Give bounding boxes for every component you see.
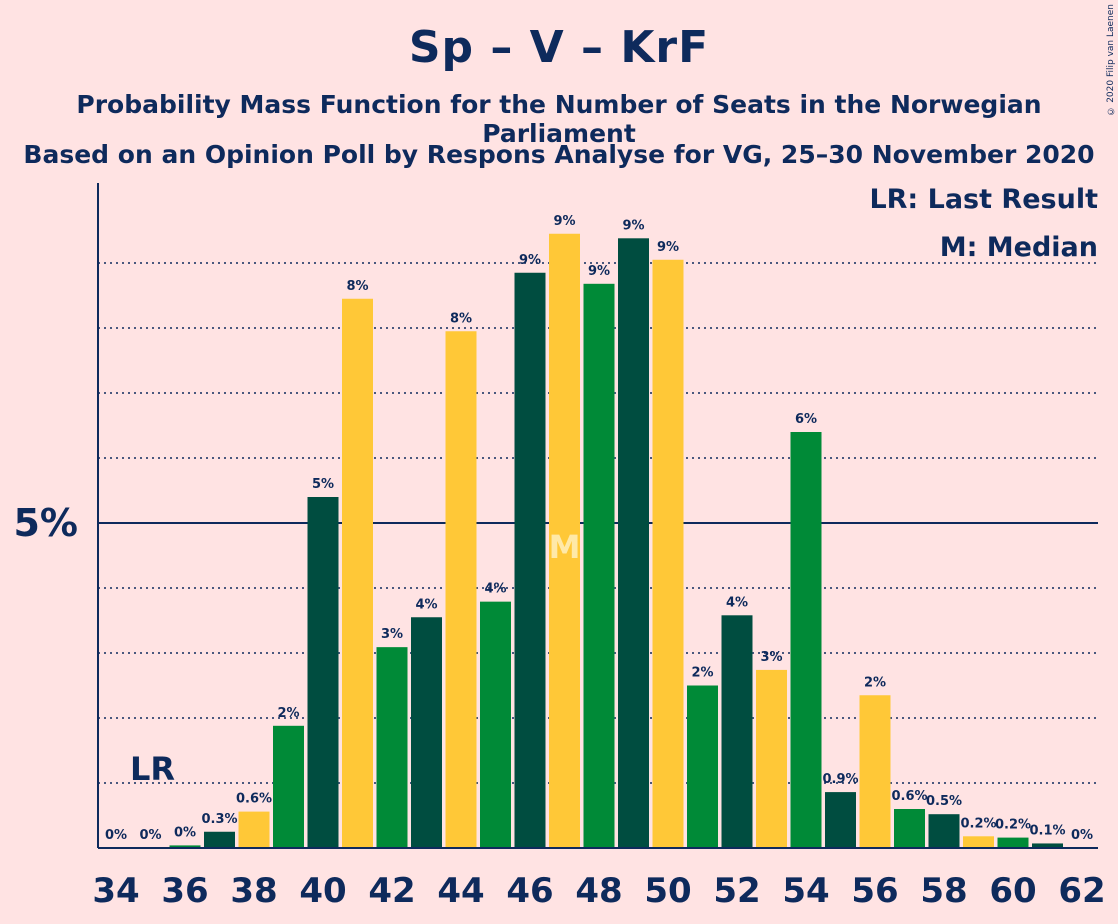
median-marker: M: [549, 528, 581, 566]
legend-last-result: LR: Last Result: [869, 184, 1098, 215]
bar-value-label: 2%: [864, 675, 886, 690]
bar: [445, 331, 477, 848]
bar: [894, 809, 925, 848]
y-tick-label: 5%: [13, 501, 78, 545]
x-tick-label: 52: [713, 871, 760, 911]
bar: [307, 497, 339, 848]
x-tick-label: 38: [230, 871, 277, 911]
bar: [859, 695, 891, 848]
bar-value-label: 3%: [760, 650, 782, 665]
chart-subtitle-source: Based on an Opinion Poll by Respons Anal…: [23, 140, 1095, 169]
bar-value-label: 0%: [139, 828, 161, 843]
x-tick-label: 36: [161, 871, 208, 911]
x-tick-label: 54: [782, 871, 829, 911]
bar: [549, 233, 580, 848]
bar-value-label: 8%: [346, 279, 368, 294]
bar: [411, 617, 442, 848]
bar-value-label: 0.1%: [1029, 823, 1065, 838]
bar: [963, 836, 994, 848]
bar-value-label: 2%: [277, 706, 299, 721]
bar-value-label: 9%: [622, 218, 644, 233]
bar-value-label: 0.5%: [926, 794, 962, 809]
bar-value-label: 9%: [519, 253, 541, 268]
bar: [376, 647, 408, 848]
x-tick-label: 48: [575, 871, 622, 911]
bar: [790, 432, 822, 848]
bar: [928, 814, 960, 848]
bar: [204, 831, 235, 848]
bar: [652, 259, 684, 848]
bar-value-label: 9%: [657, 240, 679, 255]
bar-value-label: 0%: [174, 825, 196, 840]
x-tick-label: 62: [1058, 871, 1105, 911]
bar-value-label: 0.6%: [236, 792, 272, 807]
last-result-marker: LR: [130, 750, 175, 788]
chart-subtitle: Probability Mass Function for the Number…: [76, 90, 1042, 148]
bar-value-label: 0%: [105, 828, 127, 843]
x-tick-label: 42: [368, 871, 415, 911]
bar: [825, 792, 856, 848]
bar-value-label: 4%: [726, 595, 748, 610]
legend-median: M: Median: [939, 232, 1098, 263]
x-tick-label: 60: [989, 871, 1036, 911]
bar-value-label: 2%: [691, 666, 713, 681]
x-tick-label: 40: [299, 871, 346, 911]
bar: [238, 811, 270, 848]
bar: [618, 238, 649, 849]
x-tick-label: 50: [644, 871, 691, 911]
bar-value-label: 9%: [588, 264, 610, 279]
bar: [687, 685, 718, 848]
x-tick-label: 58: [920, 871, 967, 911]
bar: [756, 669, 787, 848]
bar-value-label: 3%: [381, 627, 403, 642]
bar: [169, 845, 201, 848]
bar: [514, 272, 546, 848]
x-tick-label: 56: [851, 871, 898, 911]
bar: [342, 298, 373, 848]
bar: [1032, 843, 1063, 848]
bar: [583, 283, 615, 848]
bar: [480, 601, 511, 848]
bar-value-label: 4%: [484, 582, 506, 597]
bar-value-label: 0.2%: [995, 818, 1031, 833]
bar-value-label: 9%: [553, 214, 575, 229]
x-tick-label: 44: [437, 871, 484, 911]
bar-value-label: 0.3%: [201, 812, 237, 827]
bar: [721, 615, 753, 848]
bar: [273, 725, 304, 848]
bar: [997, 837, 1029, 848]
bar-value-label: 6%: [795, 412, 817, 427]
bar-value-label: 5%: [312, 477, 334, 492]
bar-value-label: 0.9%: [822, 772, 858, 787]
bar-value-label: 4%: [415, 597, 437, 612]
bar-value-label: 0%: [1071, 828, 1093, 843]
bar-value-label: 0.2%: [960, 816, 996, 831]
x-tick-label: 34: [92, 871, 139, 911]
bar-value-label: 0.6%: [891, 789, 927, 804]
x-tick-label: 46: [506, 871, 553, 911]
chart-title: Sp – V – KrF: [408, 22, 710, 73]
bar-value-label: 8%: [450, 311, 472, 326]
